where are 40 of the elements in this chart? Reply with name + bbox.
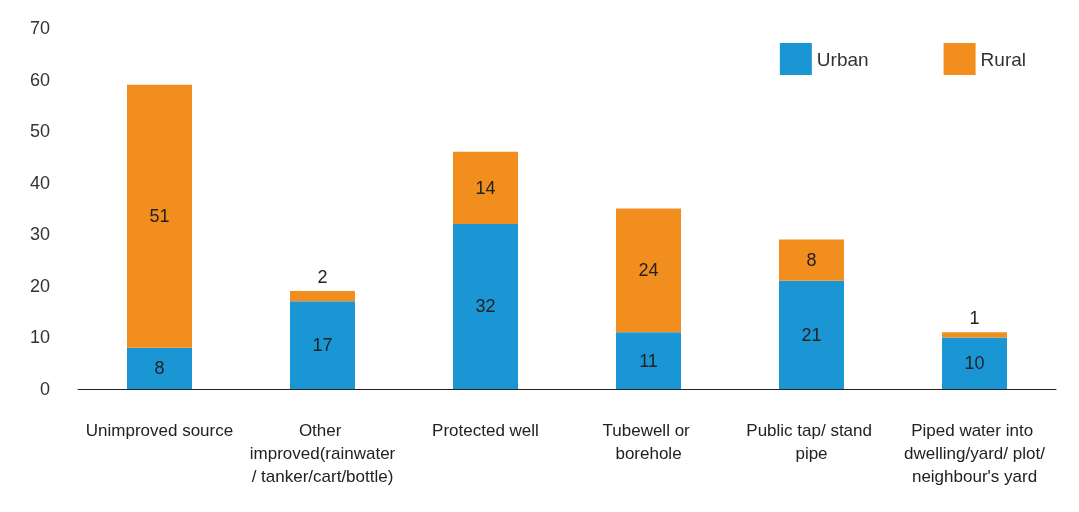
data-label: 11 [639, 350, 658, 371]
bar [453, 151, 518, 224]
data-label: 8 [154, 358, 165, 379]
bar [127, 84, 192, 348]
data-label: 17 [312, 335, 333, 356]
bar [127, 347, 192, 389]
x-tick-label: Public tap/ stand pipe [746, 421, 877, 463]
x-tick-label: Protected well [432, 421, 539, 440]
data-label: 21 [801, 324, 822, 345]
bar [290, 301, 355, 389]
y-tick-label: 10 [29, 327, 50, 348]
bar [616, 208, 681, 333]
bar [779, 239, 844, 281]
data-label: 24 [638, 260, 659, 281]
x-tick-label: Other improved(rainwater/ tanker/cart/bottle) [249, 421, 396, 486]
y-tick-label: 20 [29, 275, 50, 296]
data-label: 14 [475, 177, 496, 198]
data-label: 2 [317, 267, 328, 288]
y-tick-label: 0 [39, 379, 50, 399]
bar [942, 332, 1007, 338]
data-label: 32 [475, 296, 496, 317]
x-tick-label: Piped water into dwelling/yard/ plot/neighbour's yard [904, 421, 1046, 486]
bar [616, 332, 681, 389]
y-tick-label: 50 [29, 121, 50, 142]
y-tick-label: 60 [29, 69, 50, 90]
bar [779, 280, 844, 389]
y-tick-label: 30 [29, 224, 50, 245]
bar [453, 223, 518, 389]
data-label: 51 [149, 206, 170, 227]
legend-label: Urban [816, 48, 869, 70]
bar [290, 291, 355, 302]
x-tick-label: Tubewell or borehole [602, 421, 695, 463]
data-label: 10 [964, 353, 985, 374]
x-tick-label: Unimproved source [85, 421, 234, 440]
y-tick-label: 70 [29, 18, 50, 38]
data-label: 1 [969, 308, 980, 329]
legend-label: Rural [980, 48, 1026, 70]
y-tick-label: 40 [29, 172, 50, 193]
bar [942, 337, 1007, 389]
data-label: 8 [806, 250, 817, 271]
